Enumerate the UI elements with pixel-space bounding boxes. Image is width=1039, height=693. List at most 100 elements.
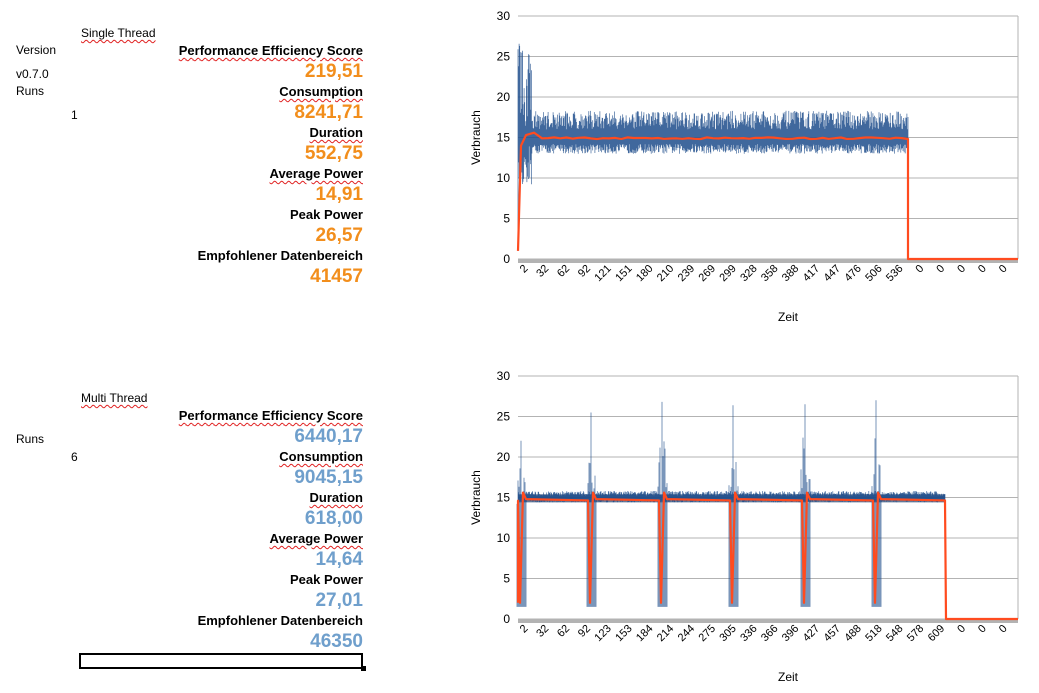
multi-metric-label-peak-power: Peak Power [290,572,363,587]
multi-metric-value-average-power: 14,64 [315,549,363,570]
x-tick-label: 275 [697,623,718,644]
metric-label-score: Performance Efficiency Score [178,43,363,58]
x-tick-label: 214 [655,623,676,644]
x-tick-label: 244 [676,623,697,644]
metric-value-consumption: 8241,71 [294,102,363,123]
x-tick-label: 578 [905,623,926,644]
x-axis-title: Zeit [778,670,799,684]
y-tick-label: 20 [497,450,511,464]
selected-cell[interactable] [79,653,363,669]
x-tick-label: 123 [592,623,613,644]
x-tick-label: 62 [555,263,572,280]
x-tick-label: 151 [613,263,634,284]
y-tick-label: 10 [497,171,511,185]
version-value: v0.7.0 [16,67,49,81]
metric-label-peak-power: Peak Power [290,207,363,222]
multi-runs-value: 6 [71,450,78,464]
x-axis [518,259,1018,263]
x-tick-label: 358 [759,263,780,284]
x-tick-label: 0 [976,263,989,276]
x-tick-label: 2 [518,263,531,276]
y-tick-label: 5 [503,572,510,586]
multi-metric-label-average-power: Average Power [269,531,363,546]
x-tick-label: 180 [634,263,655,284]
y-tick-label: 5 [503,212,510,226]
multi-metric-value-score: 6440,17 [294,426,363,447]
x-axis [518,619,1018,623]
raw-power-series [517,43,909,251]
multi-metric-value-consumption: 9045,15 [294,467,363,488]
x-tick-label: 0 [955,263,968,276]
x-tick-label: 153 [613,623,634,644]
x-tick-label: 609 [926,623,947,644]
x-tick-label: 417 [801,263,822,284]
multi-metric-label-duration: Duration [309,490,363,505]
multi-runs-label: Runs [16,432,45,446]
x-tick-label: 0 [934,263,947,276]
x-tick-label: 0 [976,623,989,636]
cell-fill-handle[interactable] [361,666,366,671]
metric-value-average-power: 14,91 [315,184,363,205]
x-tick-label: 92 [576,623,593,640]
y-tick-label: 15 [497,491,511,505]
runs-label: Runs [16,84,45,98]
y-tick-label: 30 [497,9,511,23]
multi-metric-value-peak-power: 27,01 [315,590,363,611]
y-tick-label: 15 [497,131,511,145]
y-tick-label: 0 [503,612,510,626]
y-tick-label: 10 [497,531,511,545]
multi-metric-value-duration: 618,00 [304,508,363,529]
x-tick-label: 518 [863,623,884,644]
multi-metric-value-data-range: 46350 [310,631,363,652]
x-tick-label: 0 [955,623,968,636]
x-tick-label: 121 [592,263,613,284]
x-tick-label: 427 [801,623,822,644]
x-tick-label: 396 [780,623,801,644]
metric-value-peak-power: 26,57 [315,225,363,246]
y-axis-title: Verbrauch [469,110,483,165]
x-tick-label: 32 [534,263,551,280]
x-tick-label: 32 [534,623,551,640]
x-tick-label: 2 [518,623,531,636]
y-tick-label: 30 [497,369,511,383]
average-power-series [516,131,1018,261]
x-tick-label: 299 [717,263,738,284]
average-power-series [516,491,1018,621]
x-tick-label: 328 [738,263,759,284]
x-tick-label: 476 [842,263,863,284]
y-axis-title: Verbrauch [469,470,483,525]
y-tick-label: 25 [497,50,511,64]
metric-value-score: 219,51 [304,61,363,82]
single-thread-header: Single Thread [81,26,156,40]
multi-metric-label-score: Performance Efficiency Score [178,408,363,423]
x-tick-label: 536 [884,263,905,284]
x-tick-label: 447 [822,263,843,284]
x-tick-label: 210 [655,263,676,284]
x-tick-label: 336 [738,623,759,644]
x-tick-label: 92 [576,263,593,280]
metric-label-average-power: Average Power [269,166,363,181]
x-tick-label: 0 [997,623,1010,636]
x-tick-label: 548 [884,623,905,644]
x-tick-label: 488 [842,623,863,644]
multi-metric-label-data-range: Empfohlener Datenbereich [197,613,363,628]
metric-value-duration: 552,75 [304,143,363,164]
y-tick-label: 25 [497,410,511,424]
multi-thread-header: Multi Thread [81,391,148,405]
x-tick-label: 184 [634,623,655,644]
x-tick-label: 388 [780,263,801,284]
y-tick-label: 0 [503,252,510,266]
x-tick-label: 506 [863,263,884,284]
x-tick-label: 305 [717,623,738,644]
x-tick-label: 62 [555,623,572,640]
x-tick-label: 0 [914,263,927,276]
runs-value: 1 [71,108,78,122]
x-tick-label: 0 [997,263,1010,276]
metric-value-data-range: 41457 [310,266,363,287]
single-thread-power-chart: 0 5 10 15 20 25 30 2 32 62 92 121 151 180 210 239 269 299… [469,9,1019,324]
multi-metric-label-consumption: Consumption [279,449,363,464]
multi-thread-power-chart: 0 5 10 15 20 25 30 2 32 62 92 123 153 184 214 244 275 305… [469,369,1019,684]
x-tick-label: 457 [822,623,843,644]
metric-label-data-range: Empfohlener Datenbereich [197,248,363,263]
version-label: Version [16,43,57,57]
